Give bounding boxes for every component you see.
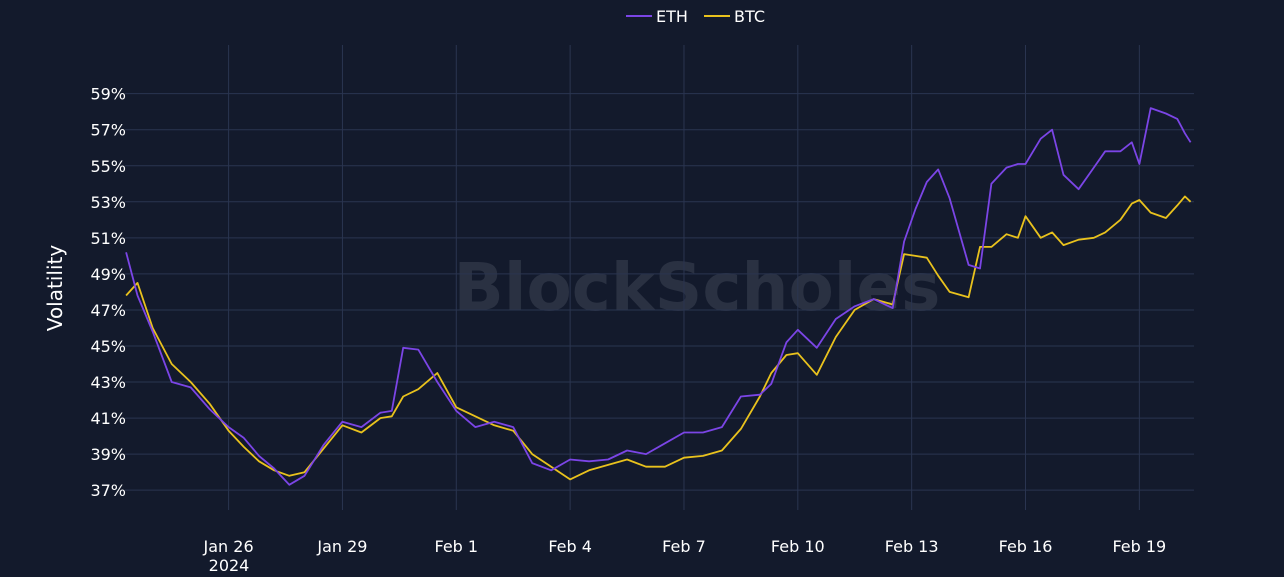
- x-tick-label: Feb 7: [662, 537, 706, 556]
- y-tick-label: 51%: [90, 229, 126, 248]
- y-tick-label: 47%: [90, 301, 126, 320]
- y-axis-label: Volatility: [43, 245, 67, 332]
- y-tick-label: 57%: [90, 121, 126, 140]
- y-tick-label: 53%: [90, 193, 126, 212]
- series-line-eth: [125, 107, 1192, 486]
- legend-label-eth: ETH: [656, 7, 688, 26]
- y-tick-label: 59%: [90, 85, 126, 104]
- x-tick-label: Feb 13: [885, 537, 939, 556]
- x-tick-label: Feb 10: [771, 537, 825, 556]
- legend-label-btc: BTC: [734, 7, 765, 26]
- x-tick-label: Jan 29: [316, 537, 367, 556]
- y-tick-label: 43%: [90, 373, 126, 392]
- y-axis-ticks: 37% 39% 41% 43% 45% 47% 49% 51% 53% 55% 57% 59%: [90, 85, 126, 501]
- y-tick-label: 41%: [90, 409, 126, 428]
- x-axis-year-label: 2024: [209, 556, 250, 573]
- x-tick-label: Feb 1: [434, 537, 478, 556]
- x-tick-label: Feb 4: [548, 537, 592, 556]
- y-tick-label: 49%: [90, 265, 126, 284]
- x-tick-label: Jan 26: [203, 537, 254, 556]
- y-tick-label: 39%: [90, 445, 126, 464]
- legend: ETH BTC: [626, 7, 765, 26]
- series-line-btc: [125, 195, 1192, 481]
- y-tick-label: 37%: [90, 481, 126, 500]
- x-axis-ticks: Jan 26 Jan 29 Feb 1 Feb 4 Feb 7 Feb 10 Feb 13 F…: [203, 537, 1167, 556]
- series-layer: [125, 107, 1192, 486]
- y-tick-label: 55%: [90, 157, 126, 176]
- x-tick-label: Feb 19: [1112, 537, 1166, 556]
- grid-layer: [125, 45, 1194, 510]
- y-tick-label: 45%: [90, 337, 126, 356]
- x-tick-label: Feb 16: [999, 537, 1053, 556]
- blockscholes-watermark: BlockScholes: [454, 249, 941, 326]
